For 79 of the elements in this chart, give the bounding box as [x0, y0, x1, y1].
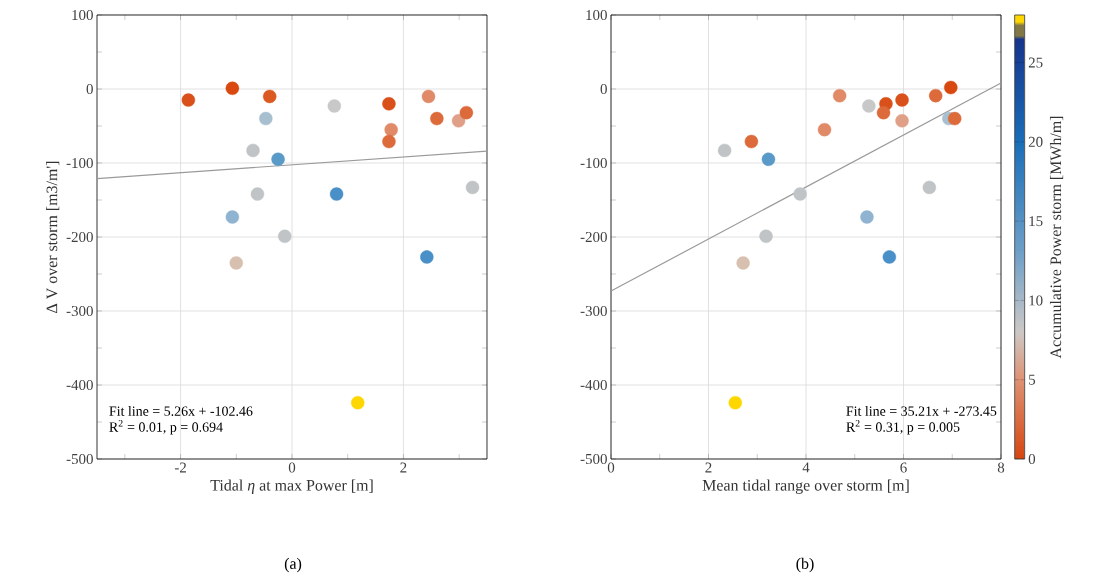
point [271, 152, 285, 166]
color-bar-label: 20 [1028, 136, 1043, 147]
y-tick-label: -500 [580, 453, 607, 465]
x-tick-label: 6 [900, 462, 907, 473]
point [947, 111, 962, 126]
point [922, 180, 937, 195]
point [862, 99, 876, 113]
x-tick-label: 0 [607, 462, 615, 473]
x-tick-label: 0 [288, 462, 296, 473]
y-tick-label: -400 [580, 379, 607, 391]
y-tick-label: 100 [72, 9, 93, 21]
point [736, 256, 750, 270]
point [744, 134, 759, 149]
color-bar-label: 0 [1028, 453, 1036, 465]
x-tick-label: 8 [997, 462, 1005, 473]
y-tick-label: -300 [66, 305, 93, 317]
x-tick-label: 2 [705, 462, 712, 473]
y-tick-label: -200 [580, 231, 607, 243]
point [351, 396, 365, 410]
point [876, 105, 891, 120]
point [728, 396, 743, 410]
point [382, 134, 396, 149]
point [229, 256, 243, 270]
x-tick-label: 4 [802, 462, 810, 473]
point [882, 250, 897, 264]
point [382, 97, 396, 111]
y-tick-label: -100 [66, 157, 93, 169]
color-bar-label: 5 [1029, 374, 1036, 385]
point [420, 250, 434, 264]
point [817, 123, 832, 137]
point [225, 81, 240, 95]
point [717, 143, 732, 158]
annotation: R$^{2}$ = 0.01, p = 0.694 [109, 419, 223, 435]
point [430, 111, 444, 126]
point [832, 88, 847, 103]
point [759, 229, 773, 243]
point [895, 93, 909, 107]
text: (a) [284, 557, 302, 573]
point [465, 180, 480, 195]
y-tick-label: -300 [580, 305, 607, 317]
color-bar-label: 15 [1029, 216, 1043, 227]
point [329, 187, 344, 201]
x-tick-label: 2 [400, 462, 407, 473]
y-tick-label: 0 [86, 83, 93, 95]
point [421, 89, 436, 104]
y-tick-label: -200 [66, 231, 93, 243]
point [259, 111, 273, 126]
point [793, 187, 807, 201]
y-tick-label: -100 [580, 157, 607, 169]
text: (b) [796, 557, 814, 573]
point [278, 229, 292, 243]
point [250, 187, 265, 201]
point [860, 210, 874, 224]
point [327, 99, 342, 113]
point [225, 210, 240, 224]
point [451, 114, 466, 128]
point [895, 114, 909, 128]
point [944, 80, 958, 95]
point [459, 105, 474, 120]
point [384, 123, 398, 137]
point [246, 143, 260, 158]
annotation: Fit line = 35.21x + -273.45 [846, 406, 997, 416]
x-axis-title: Tidal η at max Power [m] [210, 479, 373, 494]
y-tick-label: -500 [66, 453, 93, 465]
annotation: Fit line = 5.26x + -102.46 [109, 406, 253, 416]
color-bar-label: 10 [1029, 295, 1043, 306]
annotation: R$^{2}$ = 0.31, p = 0.005 [846, 419, 960, 435]
point [928, 88, 943, 103]
color-bar-label: 25 [1028, 57, 1043, 68]
y-tick-label: 0 [600, 83, 607, 95]
y-axis-title: Δ V over storm [m3/m'] [46, 161, 60, 313]
point [181, 93, 196, 107]
color-bar-title: Accumulative Power storm [MWh/m] [1049, 116, 1064, 359]
x-tick-label: -2 [174, 462, 186, 473]
x-axis-title: Mean tidal range over storm [m] [702, 479, 909, 494]
point [761, 152, 776, 166]
point [263, 89, 277, 104]
y-tick-label: 100 [586, 9, 607, 21]
y-tick-label: -400 [66, 379, 93, 391]
